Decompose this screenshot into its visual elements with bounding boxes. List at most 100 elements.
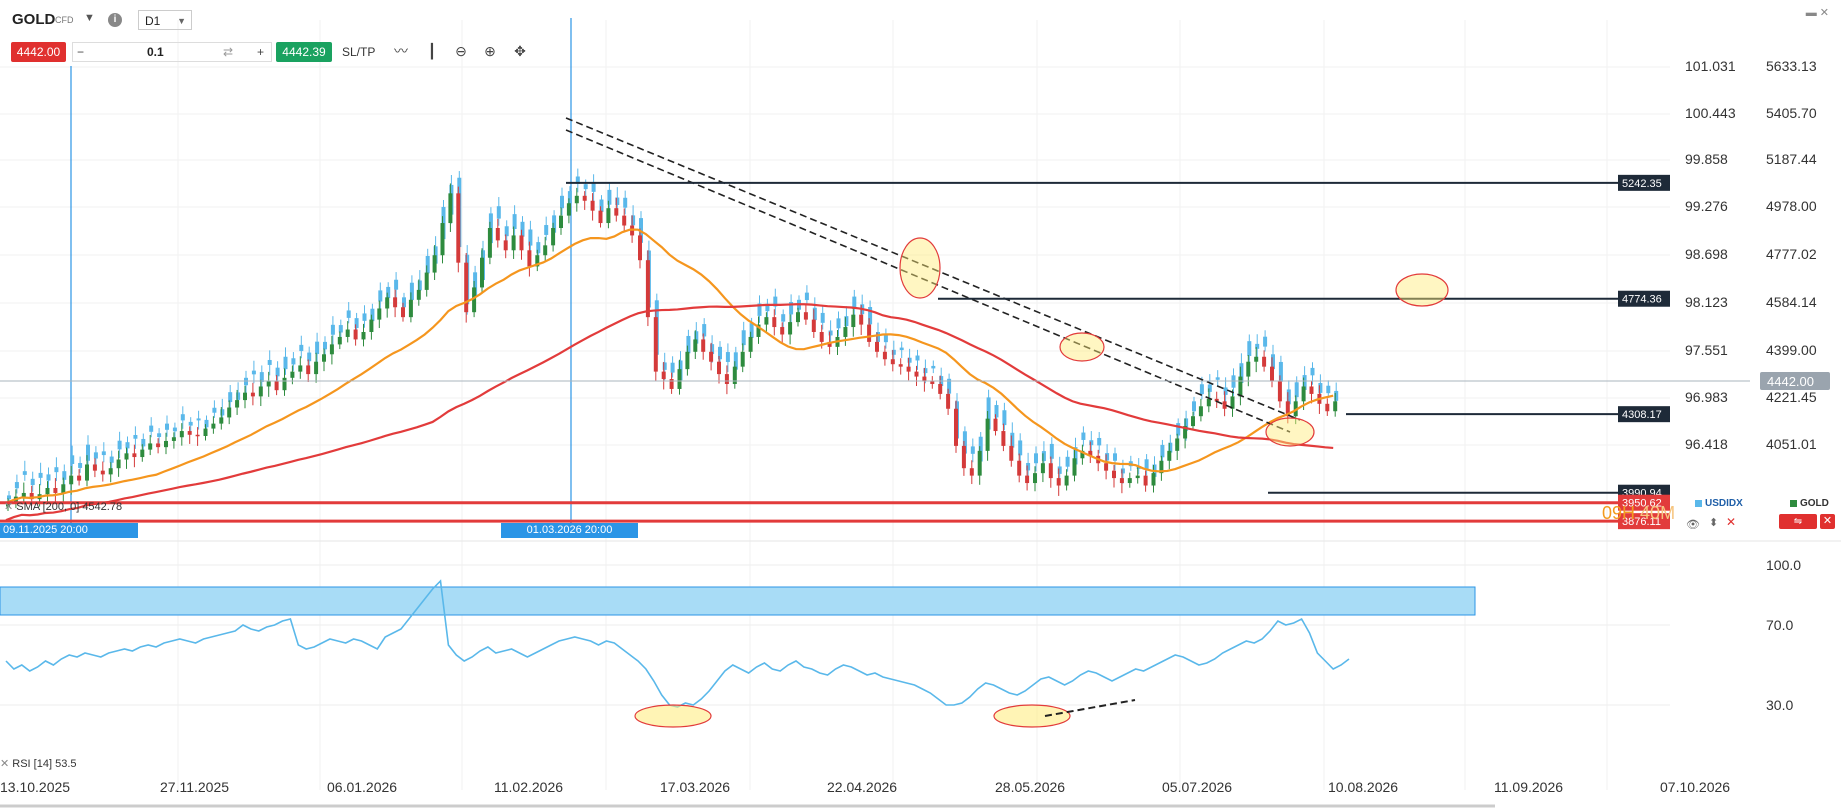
usdidx-candle xyxy=(362,313,367,321)
candle-body xyxy=(385,297,390,309)
usdidx-candle xyxy=(188,421,193,426)
increase-quantity-button[interactable]: + xyxy=(257,45,265,59)
quantity-stepper[interactable]: − 0.1 ⇄ + xyxy=(72,42,272,62)
usdidx-candle xyxy=(220,409,225,416)
candle-body xyxy=(1183,426,1188,439)
candle-body xyxy=(614,208,619,216)
rsi-tick: 30.0 xyxy=(1766,697,1793,713)
info-icon[interactable]: i xyxy=(108,13,122,27)
symbol-dropdown-icon[interactable]: ▼ xyxy=(84,12,95,24)
price-tag xyxy=(1618,513,1670,530)
candle-body xyxy=(1080,450,1085,459)
gold-legend[interactable]: GOLD xyxy=(1790,498,1829,509)
candle-body xyxy=(1135,475,1140,479)
candle-body xyxy=(740,351,745,367)
sell-button[interactable]: 4442.00 xyxy=(11,42,66,62)
date-marker-left: 09.11.2025 20:00 xyxy=(0,523,138,538)
candle-body xyxy=(756,324,761,337)
usdidx-candle xyxy=(986,397,991,430)
candle-body xyxy=(401,307,405,318)
buy-button[interactable]: 4442.39 xyxy=(276,42,332,62)
eye-icon[interactable]: 👁 xyxy=(1686,519,1700,531)
usdidx-candle xyxy=(868,306,873,325)
sma-label: SMA [200, 0] 4542.78 xyxy=(16,501,123,513)
usdidx-candle xyxy=(1176,423,1181,436)
move-icon[interactable]: ⬍ xyxy=(1709,517,1719,529)
usdidx-candle xyxy=(1160,444,1165,458)
usdidx-candle xyxy=(117,440,122,450)
usdidx-candle xyxy=(1136,466,1141,469)
current-price-label: 4442.00 xyxy=(1767,374,1814,389)
candle-body xyxy=(250,392,255,397)
zoom-out-icon[interactable]: ⊖ xyxy=(455,43,467,59)
sltp-button[interactable]: SL/TP xyxy=(342,45,376,59)
price-tag xyxy=(1618,494,1670,511)
usdidx-candle xyxy=(133,435,138,439)
candle-body xyxy=(1001,431,1006,446)
x-tick-label: 17.03.2026 xyxy=(660,779,730,795)
usdidx-candle xyxy=(212,407,217,413)
candle-body xyxy=(685,351,690,370)
close-icon[interactable]: ✕ xyxy=(1819,7,1829,19)
candle-body xyxy=(669,379,674,389)
usdidx-candle xyxy=(804,292,809,301)
candle-body xyxy=(1301,386,1306,402)
candle-body xyxy=(456,193,461,263)
candle-body xyxy=(480,257,484,288)
usdidx-candle xyxy=(820,312,825,323)
candle-body xyxy=(29,492,34,500)
crosshair-icon[interactable]: ✥ xyxy=(514,43,526,59)
candle-body xyxy=(1333,401,1338,412)
close-icon[interactable]: ✕ xyxy=(4,501,14,513)
candle-body xyxy=(606,208,611,224)
quantity-value[interactable]: 0.1 xyxy=(147,45,164,59)
usdidx-candle xyxy=(694,331,699,344)
candle-body xyxy=(1033,473,1037,484)
candle-body xyxy=(69,475,74,485)
candle-body xyxy=(803,312,808,320)
gold-series-button[interactable]: ⇋ xyxy=(1779,514,1817,529)
usdidx-candle xyxy=(1113,453,1117,461)
decrease-quantity-button[interactable]: − xyxy=(77,45,85,59)
symbol-name[interactable]: GOLD xyxy=(12,11,56,28)
usdidx-candle xyxy=(1318,383,1323,393)
candle-body xyxy=(1175,438,1180,451)
usdidx-legend[interactable]: USDIDX xyxy=(1695,498,1743,509)
line-chart-icon[interactable]: 〰 xyxy=(394,43,408,59)
price-tag xyxy=(1618,174,1670,191)
candle-body xyxy=(322,354,326,362)
usdidx-candle xyxy=(765,303,770,312)
minimize-icon[interactable]: ▬ xyxy=(1805,7,1817,19)
usdidx-candle xyxy=(891,349,896,355)
candle-chart-icon[interactable]: ┃ xyxy=(427,43,437,59)
candle-body xyxy=(1159,460,1164,474)
candle-body xyxy=(495,228,500,241)
candle-body xyxy=(1112,470,1116,479)
price-tick-right: 4777.02 xyxy=(1766,246,1817,262)
usdidx-candle xyxy=(354,318,359,329)
zoom-in-icon[interactable]: ⊕ xyxy=(484,43,496,59)
usdidx-candle xyxy=(1097,437,1102,446)
usdidx-candle xyxy=(157,433,162,437)
candle-body xyxy=(408,299,413,318)
usdidx-candle xyxy=(931,365,936,369)
usdidx-candle xyxy=(994,405,999,418)
candle-body xyxy=(195,434,200,437)
usdidx-candle xyxy=(291,358,296,365)
candle-body xyxy=(1309,386,1314,394)
candle-body xyxy=(645,260,650,318)
usdidx-candle xyxy=(1278,361,1283,382)
price-tick-right: 4399.00 xyxy=(1766,342,1817,358)
usdidx-candle xyxy=(560,195,564,209)
swap-icon[interactable]: ⇄ xyxy=(223,45,234,59)
close-icon[interactable]: ✕ xyxy=(1726,515,1737,529)
usdidx-candle xyxy=(686,335,691,354)
timeframe-select[interactable]: D1 ▼ xyxy=(138,10,192,30)
highlight-ellipse xyxy=(1395,273,1449,307)
candle-body xyxy=(156,443,161,448)
close-icon[interactable]: ✕ xyxy=(0,758,10,770)
close-icon[interactable]: ✕ xyxy=(1820,514,1835,529)
candle-body xyxy=(1056,478,1061,486)
candle-body xyxy=(1214,398,1219,402)
